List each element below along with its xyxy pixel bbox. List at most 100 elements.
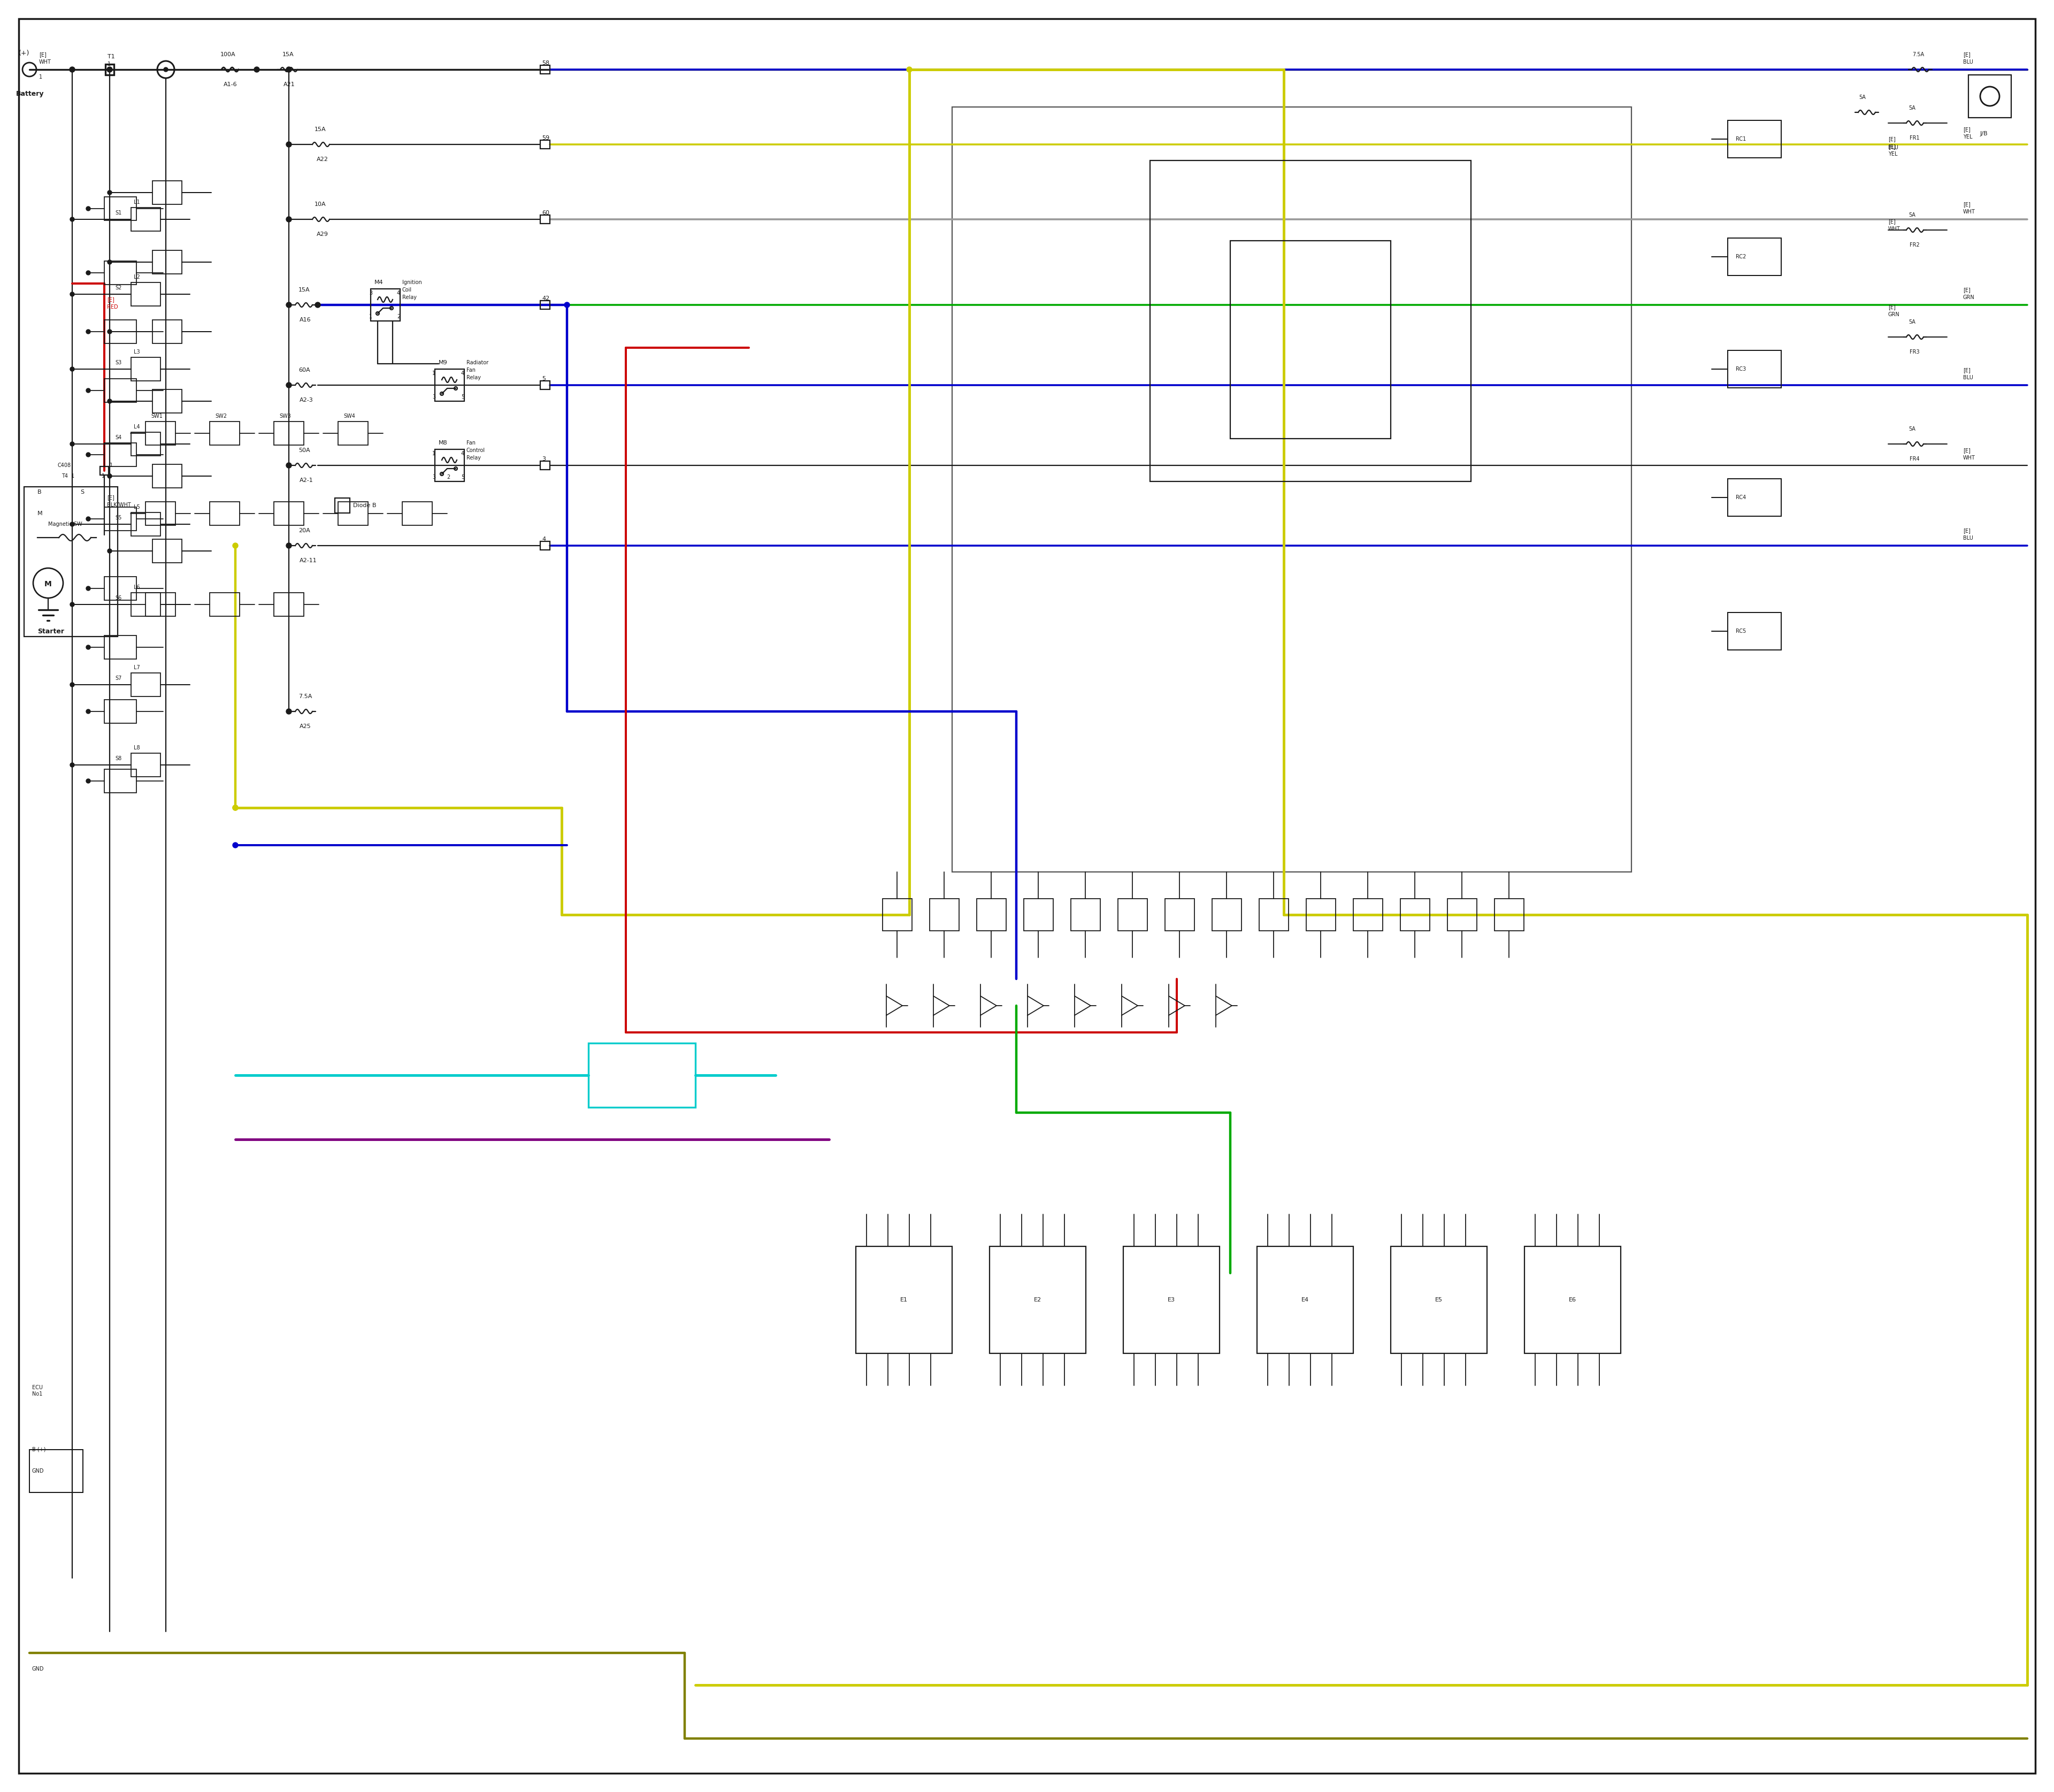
Circle shape: [232, 543, 238, 548]
Circle shape: [232, 805, 238, 810]
Text: S4: S4: [115, 435, 121, 441]
Text: FR1: FR1: [1910, 136, 1920, 142]
Text: 1: 1: [109, 462, 113, 468]
Circle shape: [286, 66, 292, 72]
Text: 5: 5: [460, 475, 464, 480]
Text: [E]: [E]: [1964, 202, 1970, 208]
Text: S6: S6: [115, 595, 121, 600]
Text: L7: L7: [134, 665, 140, 670]
Text: RC2: RC2: [1736, 254, 1746, 260]
Circle shape: [286, 710, 292, 715]
Circle shape: [286, 462, 292, 468]
Text: S1: S1: [115, 210, 121, 215]
Circle shape: [107, 330, 111, 333]
Text: T4: T4: [62, 473, 68, 478]
Bar: [1727, 478, 1781, 516]
Text: [E]: [E]: [1964, 52, 1970, 57]
Bar: [883, 898, 912, 930]
Text: A2-11: A2-11: [300, 557, 316, 563]
Circle shape: [86, 330, 90, 333]
Bar: [1165, 898, 1195, 930]
Circle shape: [232, 805, 238, 810]
Text: B: B: [37, 489, 41, 495]
Text: 58: 58: [542, 61, 548, 66]
Text: S5: S5: [115, 514, 121, 520]
Circle shape: [86, 453, 90, 457]
Circle shape: [286, 142, 292, 147]
Circle shape: [164, 68, 168, 72]
Text: C408: C408: [58, 462, 70, 468]
Circle shape: [107, 473, 111, 478]
Bar: [105, 577, 136, 600]
Bar: [25, 487, 117, 636]
Text: 5: 5: [542, 376, 546, 382]
Text: S: S: [80, 489, 84, 495]
Text: L1: L1: [134, 199, 140, 204]
Text: 4: 4: [460, 371, 464, 376]
Bar: [857, 1247, 953, 1353]
Text: A29: A29: [316, 231, 329, 237]
Text: E6: E6: [1569, 1297, 1575, 1303]
Text: L2: L2: [134, 274, 140, 280]
Text: ECU
No1: ECU No1: [33, 1385, 43, 1396]
Bar: [105, 699, 136, 724]
Text: 1: 1: [431, 371, 435, 376]
Bar: [131, 593, 160, 616]
Bar: [146, 593, 175, 616]
Text: RED: RED: [107, 305, 117, 310]
Text: M8: M8: [440, 441, 448, 446]
Bar: [930, 898, 959, 930]
Text: 15A: 15A: [314, 127, 327, 133]
Circle shape: [906, 66, 912, 72]
Text: A2-1: A2-1: [300, 478, 314, 484]
Text: Starter: Starter: [37, 627, 64, 634]
Text: 5A: 5A: [1908, 319, 1916, 324]
Text: 2: 2: [396, 314, 401, 319]
Bar: [131, 513, 160, 536]
Bar: [1401, 898, 1430, 930]
Text: M: M: [45, 581, 51, 588]
Text: 5A: 5A: [1908, 426, 1916, 432]
Text: M9: M9: [440, 360, 448, 366]
Circle shape: [70, 367, 74, 371]
Circle shape: [107, 260, 111, 263]
Text: WHT: WHT: [1964, 455, 1976, 461]
Bar: [435, 369, 464, 401]
Text: Radiator: Radiator: [466, 360, 489, 366]
Bar: [540, 301, 550, 310]
Circle shape: [255, 66, 259, 72]
Text: 50A: 50A: [298, 448, 310, 453]
Bar: [152, 464, 183, 487]
Bar: [105, 321, 136, 344]
Text: [E]: [E]: [1964, 367, 1970, 373]
Text: [E]: [E]: [1964, 127, 1970, 133]
Text: A22: A22: [316, 156, 329, 161]
Bar: [105, 65, 113, 75]
Text: RC3: RC3: [1736, 366, 1746, 371]
Text: 4: 4: [460, 452, 464, 457]
Text: 2: 2: [446, 475, 450, 480]
Circle shape: [86, 516, 90, 521]
Text: 100A: 100A: [220, 52, 236, 57]
Text: 3: 3: [370, 290, 372, 296]
Text: B (+): B (+): [33, 1446, 45, 1452]
Text: 4: 4: [542, 536, 546, 541]
Text: L3: L3: [134, 349, 140, 355]
Circle shape: [70, 66, 74, 72]
Bar: [1124, 1247, 1220, 1353]
Bar: [105, 507, 136, 530]
Circle shape: [86, 206, 90, 211]
Bar: [131, 432, 160, 455]
Bar: [1727, 613, 1781, 650]
Text: RC5: RC5: [1736, 629, 1746, 634]
Circle shape: [86, 271, 90, 274]
Text: Fan: Fan: [466, 441, 477, 446]
Circle shape: [314, 303, 320, 308]
Bar: [273, 593, 304, 616]
Text: BLU: BLU: [1964, 536, 1974, 541]
Bar: [403, 502, 431, 525]
Bar: [210, 421, 240, 444]
Circle shape: [70, 602, 74, 607]
Bar: [978, 898, 1006, 930]
Text: L8: L8: [134, 745, 140, 751]
